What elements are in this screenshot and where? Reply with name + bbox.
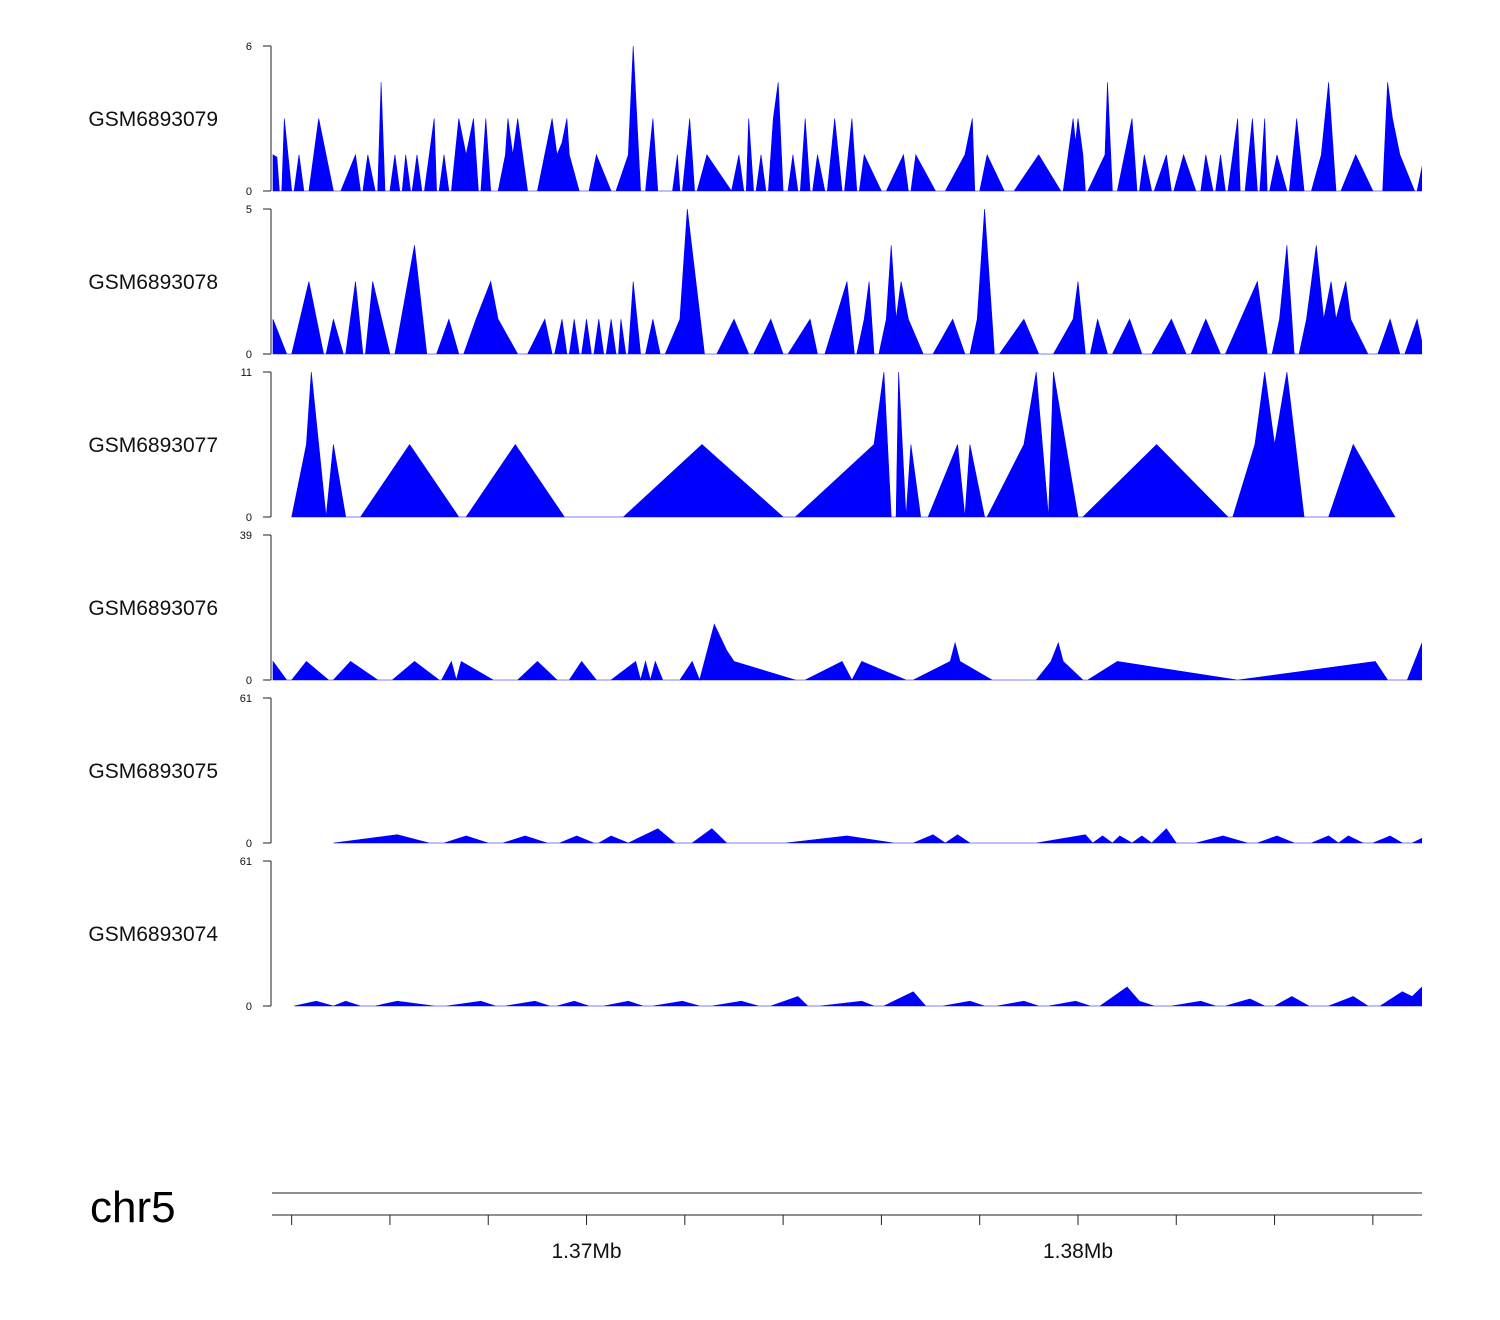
coverage-area-GSM6893074 bbox=[294, 986, 1422, 1007]
y-tick-label: 0 bbox=[246, 512, 252, 524]
tracks-group: GSM689307960GSM689307850GSM6893077110GSM… bbox=[88, 41, 1422, 1013]
track-GSM6893076: GSM6893076 39 0 bbox=[88, 530, 1422, 687]
y-tick-label: 11 bbox=[241, 367, 252, 379]
y-tick-label: 61 bbox=[240, 856, 252, 868]
genome-coord-label: 1.37Mb bbox=[552, 1240, 622, 1263]
track-label: GSM6893074 bbox=[88, 923, 218, 946]
track-GSM6893074: GSM6893074 61 0 bbox=[88, 856, 1422, 1013]
y-tick-label: 0 bbox=[246, 186, 252, 198]
genome-axis: chr5 1.37Mb 1.38Mb bbox=[90, 1183, 1422, 1263]
track-GSM6893079: GSM6893079 6 0 bbox=[88, 41, 1422, 198]
track-label: GSM6893078 bbox=[88, 271, 218, 294]
track-label: GSM6893079 bbox=[88, 108, 218, 131]
coverage-area-GSM6893075 bbox=[333, 828, 1422, 844]
track-label: GSM6893077 bbox=[88, 434, 218, 457]
y-tick-label: 5 bbox=[246, 204, 252, 216]
track-GSM6893078: GSM6893078 5 0 bbox=[88, 204, 1422, 361]
coverage-area-GSM6893078 bbox=[272, 208, 1422, 355]
y-tick-label: 61 bbox=[240, 693, 252, 705]
track-label: GSM6893076 bbox=[88, 597, 218, 620]
coverage-area-GSM6893076 bbox=[272, 623, 1422, 682]
y-tick-label: 6 bbox=[246, 41, 252, 53]
track-GSM6893075: GSM6893075 61 0 bbox=[88, 693, 1422, 850]
y-tick-label: 0 bbox=[246, 838, 252, 850]
chromosome-label: chr5 bbox=[90, 1183, 176, 1232]
coverage-area-GSM6893079 bbox=[272, 45, 1422, 192]
y-tick-label: 0 bbox=[246, 349, 252, 361]
coverage-area-GSM6893077 bbox=[291, 371, 1396, 518]
y-tick-label: 0 bbox=[246, 675, 252, 687]
y-tick-label: 39 bbox=[240, 530, 252, 542]
genome-coord-label: 1.38Mb bbox=[1043, 1240, 1113, 1263]
track-label: GSM6893075 bbox=[88, 760, 218, 783]
track-GSM6893077: GSM6893077 11 0 bbox=[88, 367, 1396, 524]
y-tick-label: 0 bbox=[246, 1001, 252, 1013]
